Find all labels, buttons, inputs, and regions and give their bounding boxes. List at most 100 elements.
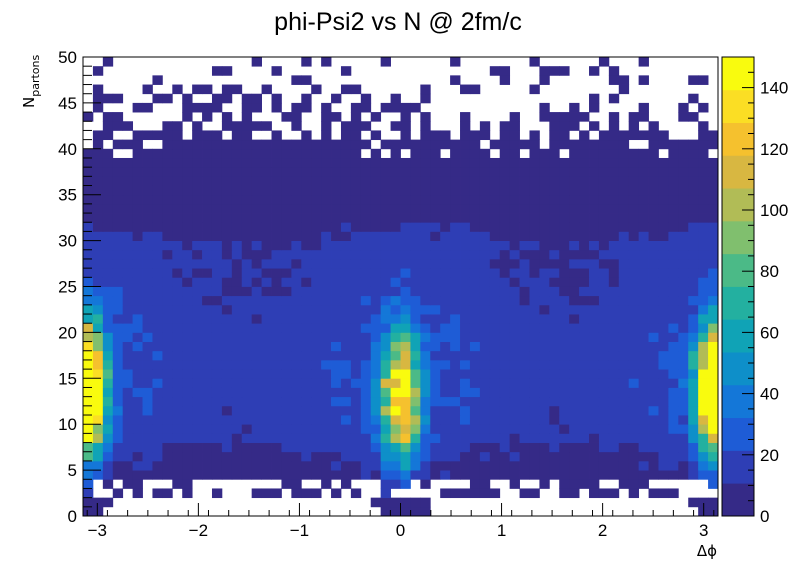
- heatmap-cell: [261, 387, 272, 398]
- heatmap-cell: [271, 378, 282, 388]
- heatmap-cell: [182, 185, 193, 196]
- heatmap-cell: [400, 112, 411, 122]
- heatmap-cell: [529, 222, 540, 232]
- heatmap-cell: [400, 359, 411, 370]
- heatmap-cell: [83, 332, 94, 342]
- heatmap-cell: [331, 295, 342, 306]
- heatmap-cell: [142, 84, 153, 95]
- heatmap-cell: [430, 277, 441, 287]
- heatmap-cell: [241, 93, 253, 104]
- heatmap-cell: [360, 102, 372, 113]
- heatmap-cell: [83, 185, 94, 196]
- heatmap-cell: [162, 203, 173, 214]
- heatmap-cell: [390, 249, 401, 260]
- heatmap-cell: [400, 157, 411, 168]
- heatmap-cell: [281, 167, 292, 177]
- heatmap-cell: [112, 121, 124, 131]
- heatmap-cell: [321, 222, 332, 232]
- heatmap-cell: [529, 249, 540, 260]
- heatmap-cell: [400, 506, 411, 517]
- heatmap-cell: [112, 185, 124, 196]
- heatmap-cell: [102, 240, 114, 251]
- heatmap-cell: [658, 442, 669, 453]
- heatmap-cell: [360, 231, 372, 241]
- heatmap-cell: [489, 314, 501, 324]
- heatmap-cell: [598, 304, 610, 315]
- heatmap-cell: [469, 286, 481, 297]
- heatmap-cell: [708, 433, 719, 443]
- heatmap-cell: [102, 442, 114, 453]
- heatmap-cell: [360, 369, 372, 379]
- heatmap-cell: [142, 295, 153, 306]
- heatmap-cell: [499, 148, 511, 159]
- heatmap-cell: [410, 451, 421, 462]
- heatmap-cell: [430, 369, 441, 379]
- heatmap-cell: [83, 194, 94, 205]
- heatmap-cell: [102, 157, 114, 168]
- heatmap-cell: [172, 203, 183, 214]
- heatmap-cell: [589, 415, 600, 425]
- heatmap-cell: [192, 194, 203, 205]
- heatmap-cell: [440, 442, 451, 453]
- heatmap-cell: [331, 304, 342, 315]
- heatmap-cell: [460, 112, 471, 122]
- heatmap-cell: [450, 332, 461, 342]
- heatmap-cell: [380, 139, 391, 150]
- heatmap-cell: [698, 102, 709, 113]
- heatmap-cell: [92, 286, 104, 297]
- heatmap-cell: [192, 268, 203, 278]
- heatmap-cell: [360, 157, 372, 168]
- heatmap-cell: [698, 304, 709, 315]
- heatmap-cell: [479, 249, 491, 260]
- heatmap-cell: [162, 488, 173, 499]
- heatmap-cell: [202, 341, 213, 352]
- x-tick-label: 3: [699, 521, 708, 540]
- heatmap-cell: [390, 102, 401, 113]
- heatmap-cell: [390, 213, 401, 223]
- heatmap-cell: [340, 203, 352, 214]
- heatmap-cell: [211, 286, 223, 297]
- heatmap-cell: [450, 75, 461, 85]
- heatmap-cell: [479, 424, 491, 434]
- heatmap-cell: [450, 57, 461, 67]
- heatmap-cell: [658, 488, 669, 499]
- heatmap-cell: [321, 277, 332, 287]
- heatmap-cell: [380, 304, 391, 315]
- heatmap-cell: [231, 213, 243, 223]
- heatmap-cell: [450, 378, 461, 388]
- heatmap-cell: [569, 378, 580, 388]
- heatmap-cell: [410, 433, 421, 443]
- heatmap-cell: [112, 460, 124, 471]
- heatmap-cell: [162, 277, 173, 287]
- heatmap-cell: [489, 203, 501, 214]
- heatmap-cell: [628, 405, 640, 416]
- heatmap-cell: [102, 112, 114, 122]
- heatmap-cell: [499, 424, 511, 434]
- heatmap-cell: [92, 424, 104, 434]
- heatmap-cell: [430, 249, 441, 260]
- heatmap-cell: [321, 295, 332, 306]
- heatmap-cell: [182, 286, 193, 297]
- heatmap-cell: [241, 121, 253, 131]
- heatmap-cell: [579, 378, 590, 388]
- color-scale-swatch: [722, 450, 754, 484]
- heatmap-cell: [648, 194, 659, 205]
- heatmap-cell: [360, 213, 372, 223]
- heatmap-cell: [162, 378, 173, 388]
- heatmap-cell: [350, 295, 362, 306]
- heatmap-cell: [331, 93, 342, 104]
- heatmap-cell: [241, 470, 253, 480]
- heatmap-cell: [83, 451, 94, 462]
- heatmap-cell: [122, 157, 134, 168]
- heatmap-cell: [390, 148, 401, 159]
- heatmap-cell: [92, 240, 104, 251]
- heatmap-cell: [688, 332, 699, 342]
- heatmap-cell: [331, 231, 342, 241]
- heatmap-cell: [708, 130, 719, 141]
- heatmap-cell: [350, 213, 362, 223]
- heatmap-cell: [559, 451, 570, 462]
- heatmap-cell: [460, 268, 471, 278]
- heatmap-cell: [479, 167, 491, 177]
- heatmap-cell: [410, 277, 421, 287]
- heatmap-cell: [698, 442, 709, 453]
